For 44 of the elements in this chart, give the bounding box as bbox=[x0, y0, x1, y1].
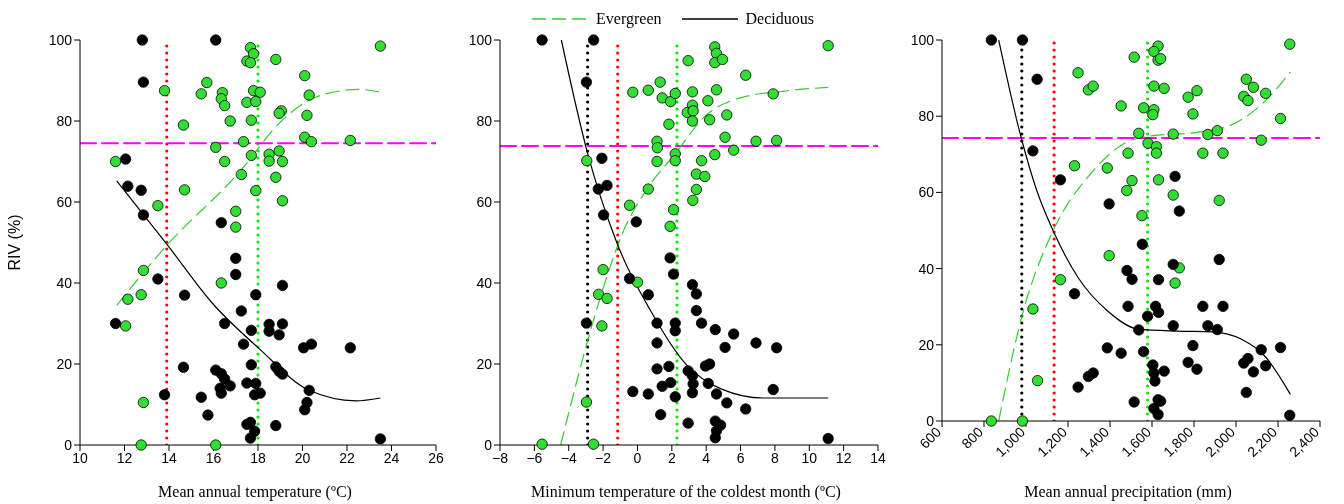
x-tick-label: 26 bbox=[428, 449, 444, 466]
y-tick-label: 40 bbox=[918, 260, 935, 277]
y-tick-label: 80 bbox=[476, 112, 493, 129]
x-axis-title: Mean annual precipitation (mm) bbox=[1023, 483, 1232, 501]
y-tick-label: 80 bbox=[918, 108, 935, 125]
x-tick-label: 800 bbox=[958, 423, 987, 452]
x-tick-label: −8 bbox=[492, 449, 509, 466]
y-tick-label: 100 bbox=[48, 31, 73, 48]
x-tick-label: 18 bbox=[250, 449, 266, 466]
y-tick-label: 80 bbox=[56, 112, 73, 129]
y-tick-label: 60 bbox=[56, 193, 73, 210]
x-axis-title: Mean annual temperature (ºC) bbox=[157, 483, 352, 501]
x-tick-label: 12 bbox=[116, 449, 133, 466]
y-tick-label: 20 bbox=[56, 355, 73, 372]
y-tick-label: 60 bbox=[476, 193, 493, 210]
x-tick-label: 12 bbox=[835, 449, 852, 466]
y-axis-title: RIV (%) bbox=[6, 214, 23, 271]
x-tick-label: 16 bbox=[205, 449, 222, 466]
y-tick-label: 60 bbox=[918, 184, 935, 201]
y-tick-label: 20 bbox=[476, 355, 493, 372]
y-tick-label: 20 bbox=[918, 336, 935, 353]
x-tick-label: −6 bbox=[526, 449, 543, 466]
x-tick-label: 24 bbox=[383, 449, 400, 466]
x-tick-label: 20 bbox=[294, 449, 311, 466]
x-tick-label: 10 bbox=[801, 449, 818, 466]
x-tick-label: 10 bbox=[72, 449, 88, 466]
y-tick-label: 100 bbox=[468, 31, 493, 48]
x-axis-title: Minimum temperature of the coldest month (ºC) bbox=[530, 483, 841, 501]
y-tick-label: 40 bbox=[476, 274, 493, 291]
x-tick-label: −4 bbox=[560, 449, 577, 466]
legend-label: Deciduous bbox=[745, 10, 814, 28]
x-tick-label: 0 bbox=[633, 449, 642, 466]
y-tick-label: 40 bbox=[56, 274, 73, 291]
x-tick-label: 22 bbox=[339, 449, 355, 466]
x-tick-label: 2 bbox=[667, 449, 676, 466]
legend-label: Evergreen bbox=[596, 10, 662, 28]
x-tick-label: 4 bbox=[702, 449, 711, 466]
x-tick-label: 14 bbox=[870, 449, 886, 466]
x-tick-label: 14 bbox=[161, 449, 177, 466]
x-tick-label: 6 bbox=[736, 449, 745, 466]
y-tick-label: 100 bbox=[910, 31, 935, 48]
y-tick-label: 0 bbox=[926, 412, 935, 429]
x-tick-label: 8 bbox=[771, 449, 780, 466]
x-tick-label: −2 bbox=[595, 449, 612, 466]
